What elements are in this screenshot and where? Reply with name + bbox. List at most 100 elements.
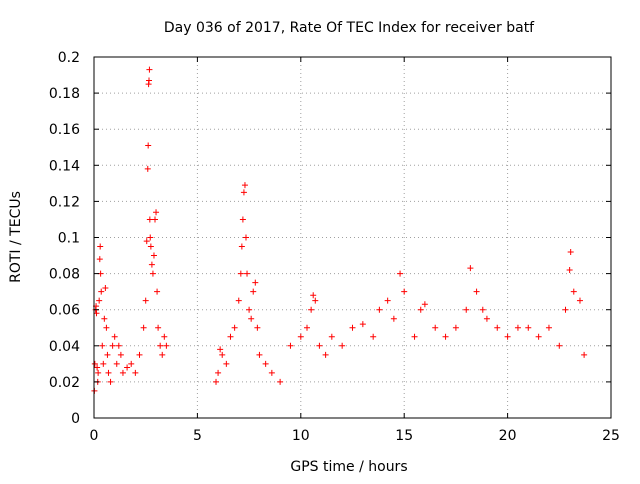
data-point [223, 360, 230, 367]
data-point [308, 306, 315, 313]
grid-layer [94, 57, 611, 418]
data-point [145, 142, 152, 149]
data-point [161, 333, 168, 340]
data-point [310, 292, 317, 299]
data-point [246, 306, 253, 313]
y-tick-label: 0.1 [58, 231, 80, 247]
data-point [109, 342, 116, 349]
x-tick-label: 15 [395, 428, 413, 444]
x-axis-label: GPS time / hours [290, 459, 407, 475]
data-point [328, 333, 335, 340]
data-point [339, 342, 346, 349]
data-point [103, 324, 110, 331]
data-point [115, 342, 122, 349]
data-point [148, 261, 155, 268]
data-point [150, 252, 157, 259]
data-point [128, 360, 135, 367]
data-point [277, 378, 284, 385]
data-point [287, 342, 294, 349]
data-point [105, 369, 112, 376]
data-point [241, 182, 248, 189]
data-point [581, 351, 588, 358]
data-point [147, 234, 154, 241]
y-tick-label: 0.04 [49, 339, 80, 355]
x-tick-label: 20 [499, 428, 517, 444]
data-point [545, 324, 552, 331]
data-point [250, 288, 257, 295]
data-point [244, 270, 251, 277]
data-point [215, 369, 222, 376]
data-point [231, 324, 238, 331]
data-point [304, 324, 311, 331]
data-point [411, 333, 418, 340]
x-tick-label: 10 [292, 428, 310, 444]
data-point [473, 288, 480, 295]
data-point [97, 243, 104, 250]
data-point [349, 324, 356, 331]
data-point [567, 248, 574, 255]
y-axis-label: ROTI / TECUs [8, 191, 24, 283]
data-point [147, 243, 154, 250]
data-point [146, 77, 153, 84]
data-point [144, 165, 151, 172]
data-point [322, 351, 329, 358]
data-point [153, 209, 160, 216]
data-point [359, 321, 366, 328]
y-tick-label: 0.18 [49, 86, 80, 102]
x-tick-label: 5 [193, 428, 202, 444]
data-point [483, 315, 490, 322]
data-point [227, 333, 234, 340]
data-point [142, 297, 149, 304]
data-point [146, 216, 153, 223]
y-tick-label: 0.2 [58, 50, 80, 66]
y-tick-label: 0.06 [49, 303, 80, 319]
data-point [154, 288, 161, 295]
data-point [95, 369, 102, 376]
data-point [107, 378, 114, 385]
data-point [99, 342, 106, 349]
data-point [535, 333, 542, 340]
data-point [98, 288, 105, 295]
data-point [100, 360, 107, 367]
data-point [101, 315, 108, 322]
data-point [237, 270, 244, 277]
data-point [132, 369, 139, 376]
data-point [163, 342, 170, 349]
data-point [525, 324, 532, 331]
data-point [556, 342, 563, 349]
data-point [479, 306, 486, 313]
data-point [136, 351, 143, 358]
plot-area-frame [93, 56, 612, 419]
data-point [376, 306, 383, 313]
data-point [104, 351, 111, 358]
data-point [316, 342, 323, 349]
data-point [96, 297, 103, 304]
data-point [467, 265, 474, 272]
data-point [370, 333, 377, 340]
data-point [242, 234, 249, 241]
y-tick-label: 0.14 [49, 158, 80, 174]
data-point [239, 216, 246, 223]
chart-title: Day 036 of 2017, Rate Of TEC Index for r… [164, 20, 535, 36]
data-point [390, 315, 397, 322]
data-point [217, 346, 224, 353]
data-point [562, 306, 569, 313]
data-point [140, 324, 147, 331]
data-point [157, 342, 164, 349]
y-tick-label: 0.02 [49, 375, 80, 391]
data-point [494, 324, 501, 331]
data-point [96, 256, 103, 263]
data-point [256, 351, 263, 358]
points-layer [91, 66, 588, 394]
y-tick-label: 0.08 [49, 267, 80, 283]
x-tick-label: 25 [602, 428, 620, 444]
y-tick-label: 0.16 [49, 122, 80, 138]
data-point [576, 297, 583, 304]
ticks-layer: 0 5 10 15 20 25 0 0.02 0.04 0.06 0.08 0.1 0.12 0.14 0.… [49, 50, 620, 444]
y-tick-label: 0 [71, 411, 80, 427]
data-point [143, 238, 150, 245]
data-point [452, 324, 459, 331]
data-point [159, 351, 166, 358]
data-point [155, 324, 162, 331]
data-point [384, 297, 391, 304]
